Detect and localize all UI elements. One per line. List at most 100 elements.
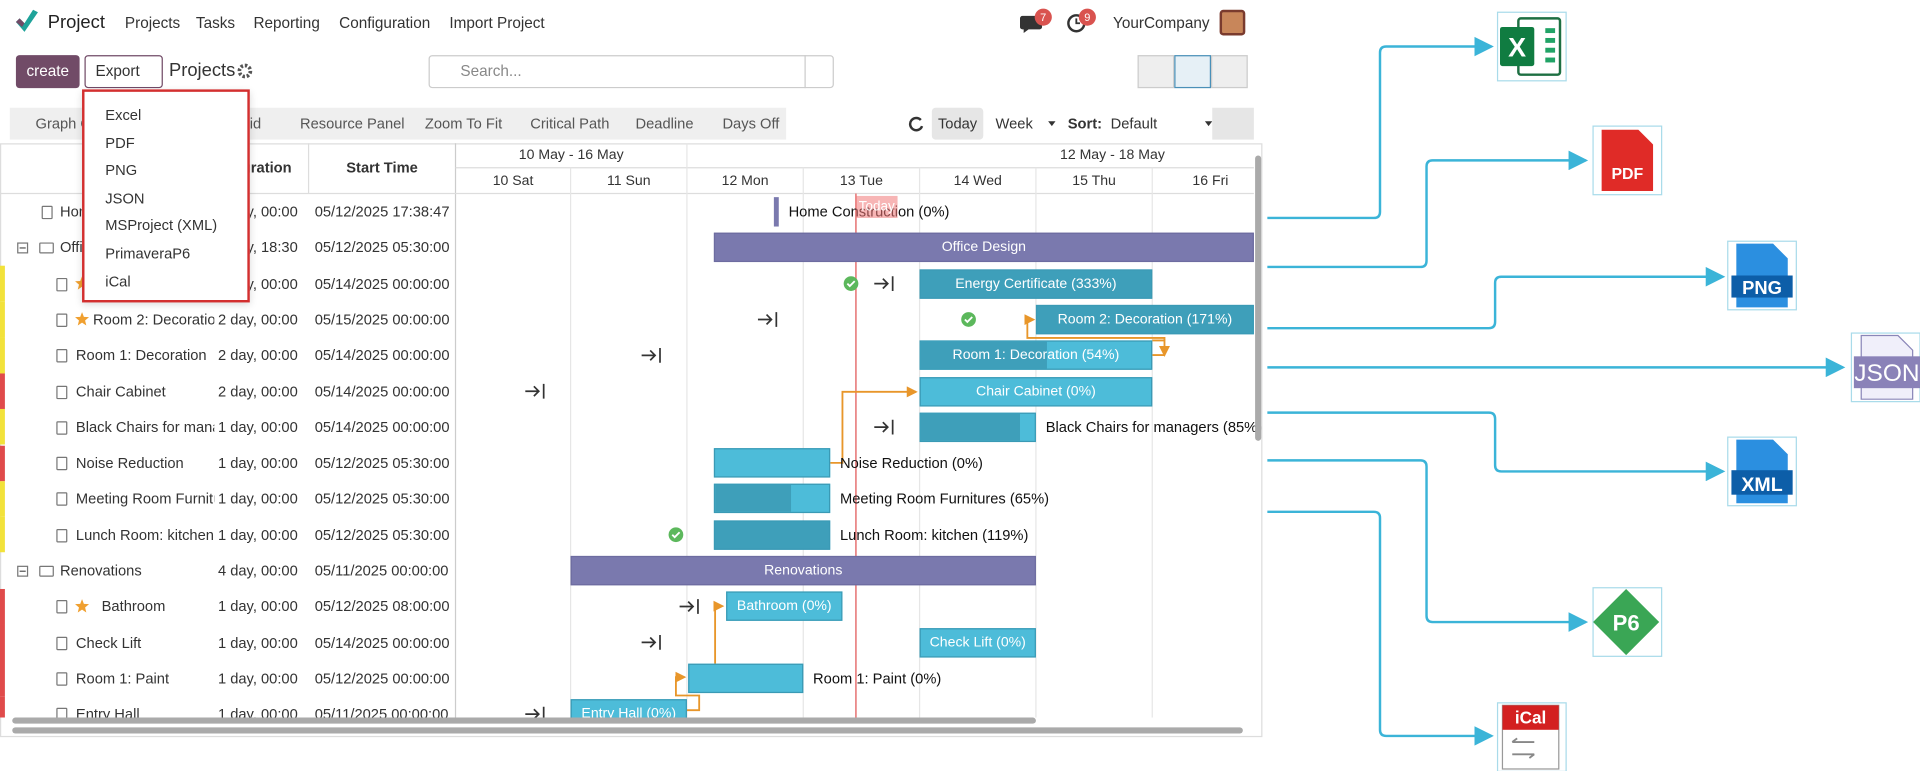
export-menu-item[interactable]: MSProject (XML) (105, 216, 218, 234)
view-switch[interactable] (1174, 55, 1212, 89)
task-duration: 2 day, 00:00 (217, 310, 298, 329)
export-target-label: PNG (1742, 277, 1782, 298)
search-box[interactable] (428, 55, 834, 89)
export-menu-item[interactable]: JSON (105, 189, 145, 207)
task-start: 05/14/2025 00:00:00 (314, 418, 450, 436)
logo (15, 9, 38, 32)
task-bar[interactable] (713, 484, 831, 514)
grid-rows: Home Construction1 day, 00:0005/12/2025 … (0, 193, 456, 718)
logo-accent (15, 18, 25, 27)
task-name[interactable]: Renovations (60, 562, 142, 580)
export-menu-item[interactable]: iCal (105, 273, 131, 291)
scale-select[interactable]: Week (995, 115, 1033, 133)
scrollbar-thumb[interactable] (12, 727, 1243, 734)
task-name[interactable]: Entry Hall (75, 705, 140, 718)
priority-stripe (0, 265, 5, 302)
nav-menu-item[interactable]: Reporting (253, 14, 320, 32)
task-name[interactable]: Chair Cabinet (75, 382, 166, 400)
export-menu-item[interactable]: PNG (105, 161, 138, 179)
breadcrumb[interactable]: Projects (168, 60, 236, 81)
task-name[interactable]: Black Chairs for managers (75, 418, 214, 436)
task-name[interactable]: Lunch Room: kitchen (75, 526, 214, 544)
task-name[interactable]: Check Lift (75, 633, 142, 651)
avatar[interactable] (1219, 9, 1246, 36)
task-name[interactable]: Bathroom (101, 597, 166, 616)
task-name[interactable]: Meeting Room Furnitures (75, 490, 214, 508)
bar-label: Lunch Room: kitchen (119%) (840, 526, 1029, 544)
file-icon (56, 277, 68, 291)
task-duration: 1 day, 00:00 (217, 454, 298, 472)
search-toggle[interactable] (804, 55, 833, 89)
priority-stripe (0, 301, 5, 338)
collapse-toggle[interactable] (17, 242, 29, 254)
task-bar[interactable] (713, 520, 831, 550)
task-bar[interactable] (570, 555, 1036, 586)
nav-menu-item[interactable]: Import Project (449, 14, 545, 32)
export-menu-item[interactable]: PrimaveraP6 (105, 244, 191, 263)
task-bar[interactable] (919, 376, 1153, 406)
toolbar-button[interactable]: Days Off (722, 115, 780, 133)
task-bar[interactable] (570, 699, 687, 718)
task-name[interactable]: Room 1: Decoration (75, 346, 207, 364)
export-target-label: JSON (1854, 360, 1919, 387)
toolbar-button[interactable]: Deadline (635, 115, 694, 133)
ical-arrows (1511, 737, 1535, 759)
scrollbar-thumb[interactable] (1255, 155, 1262, 441)
task-duration: 1 day, 00:00 (217, 526, 298, 544)
caret (1048, 121, 1056, 127)
nav-menu-item[interactable]: Tasks (195, 14, 236, 32)
file-icon (56, 707, 68, 718)
project-marker[interactable] (773, 197, 779, 227)
task-bar[interactable] (919, 627, 1036, 658)
notification-badge[interactable]: 9 (1078, 8, 1096, 26)
collapse-toggle[interactable] (17, 565, 29, 577)
sort-value[interactable]: Default (1110, 115, 1158, 133)
export-target-label: X (1508, 32, 1526, 62)
nav-menu-item[interactable]: Projects (124, 14, 181, 32)
export-arrow (1267, 510, 1494, 746)
export-menu-item[interactable]: Excel (105, 106, 142, 124)
task-bar[interactable] (688, 663, 804, 693)
column-header: Start Time (346, 159, 418, 177)
task-start: 05/14/2025 00:00:00 (314, 275, 450, 293)
app-name[interactable]: Project (47, 12, 105, 34)
task-bar[interactable] (713, 448, 831, 478)
expand-button[interactable] (1212, 107, 1254, 140)
company-name[interactable]: YourCompany (1113, 14, 1210, 32)
export-menu[interactable]: Excel PDF PNG JSON MSProject (XML) PrimaveraP… (82, 89, 250, 303)
task-name[interactable]: Noise Reduction (75, 454, 184, 472)
create-button[interactable]: create (15, 55, 80, 89)
bar-label: Chair Cabinet (0%) (976, 383, 1096, 399)
task-bar[interactable] (726, 591, 843, 622)
view-switch[interactable] (1137, 55, 1175, 89)
task-duration: 1 day, 00:00 (217, 418, 298, 436)
export-menu-item[interactable]: PDF (105, 134, 135, 152)
notification-badge[interactable]: 7 (1034, 8, 1052, 26)
day-header: 12 Mon (721, 173, 769, 189)
view-switch[interactable] (1211, 55, 1248, 89)
task-bar[interactable] (919, 412, 1036, 442)
export-button[interactable]: Export (84, 55, 163, 89)
toolbar-button[interactable]: Critical Path (530, 115, 610, 133)
dependency-line (1027, 320, 1166, 357)
task-bar[interactable] (1035, 304, 1254, 335)
export-arrow (1267, 459, 1589, 632)
bar-label: Entry Hall (0%) (581, 706, 677, 718)
task-name[interactable]: Room 1: Paint (75, 669, 170, 687)
today-button[interactable]: Today (931, 107, 984, 140)
toolbar-button[interactable]: Resource Panel (300, 115, 405, 133)
dependency-line (1152, 339, 1171, 357)
search-placeholder[interactable]: Search... (460, 62, 522, 80)
task-bar[interactable] (919, 268, 1153, 299)
excel-row (1545, 57, 1556, 63)
folder-icon (39, 242, 54, 254)
scrollbar-thumb[interactable] (12, 717, 1036, 724)
task-bar[interactable] (919, 340, 1153, 371)
toolbar-button[interactable]: Graph C (35, 115, 92, 133)
file-icon (56, 528, 68, 543)
nav-menu-item[interactable]: Configuration (339, 14, 431, 32)
toolbar-button[interactable]: Zoom To Fit (424, 115, 503, 133)
task-bar[interactable] (713, 233, 1254, 263)
task-name[interactable]: Room 2: Decoration (93, 310, 215, 329)
icon-frame (1496, 11, 1567, 82)
